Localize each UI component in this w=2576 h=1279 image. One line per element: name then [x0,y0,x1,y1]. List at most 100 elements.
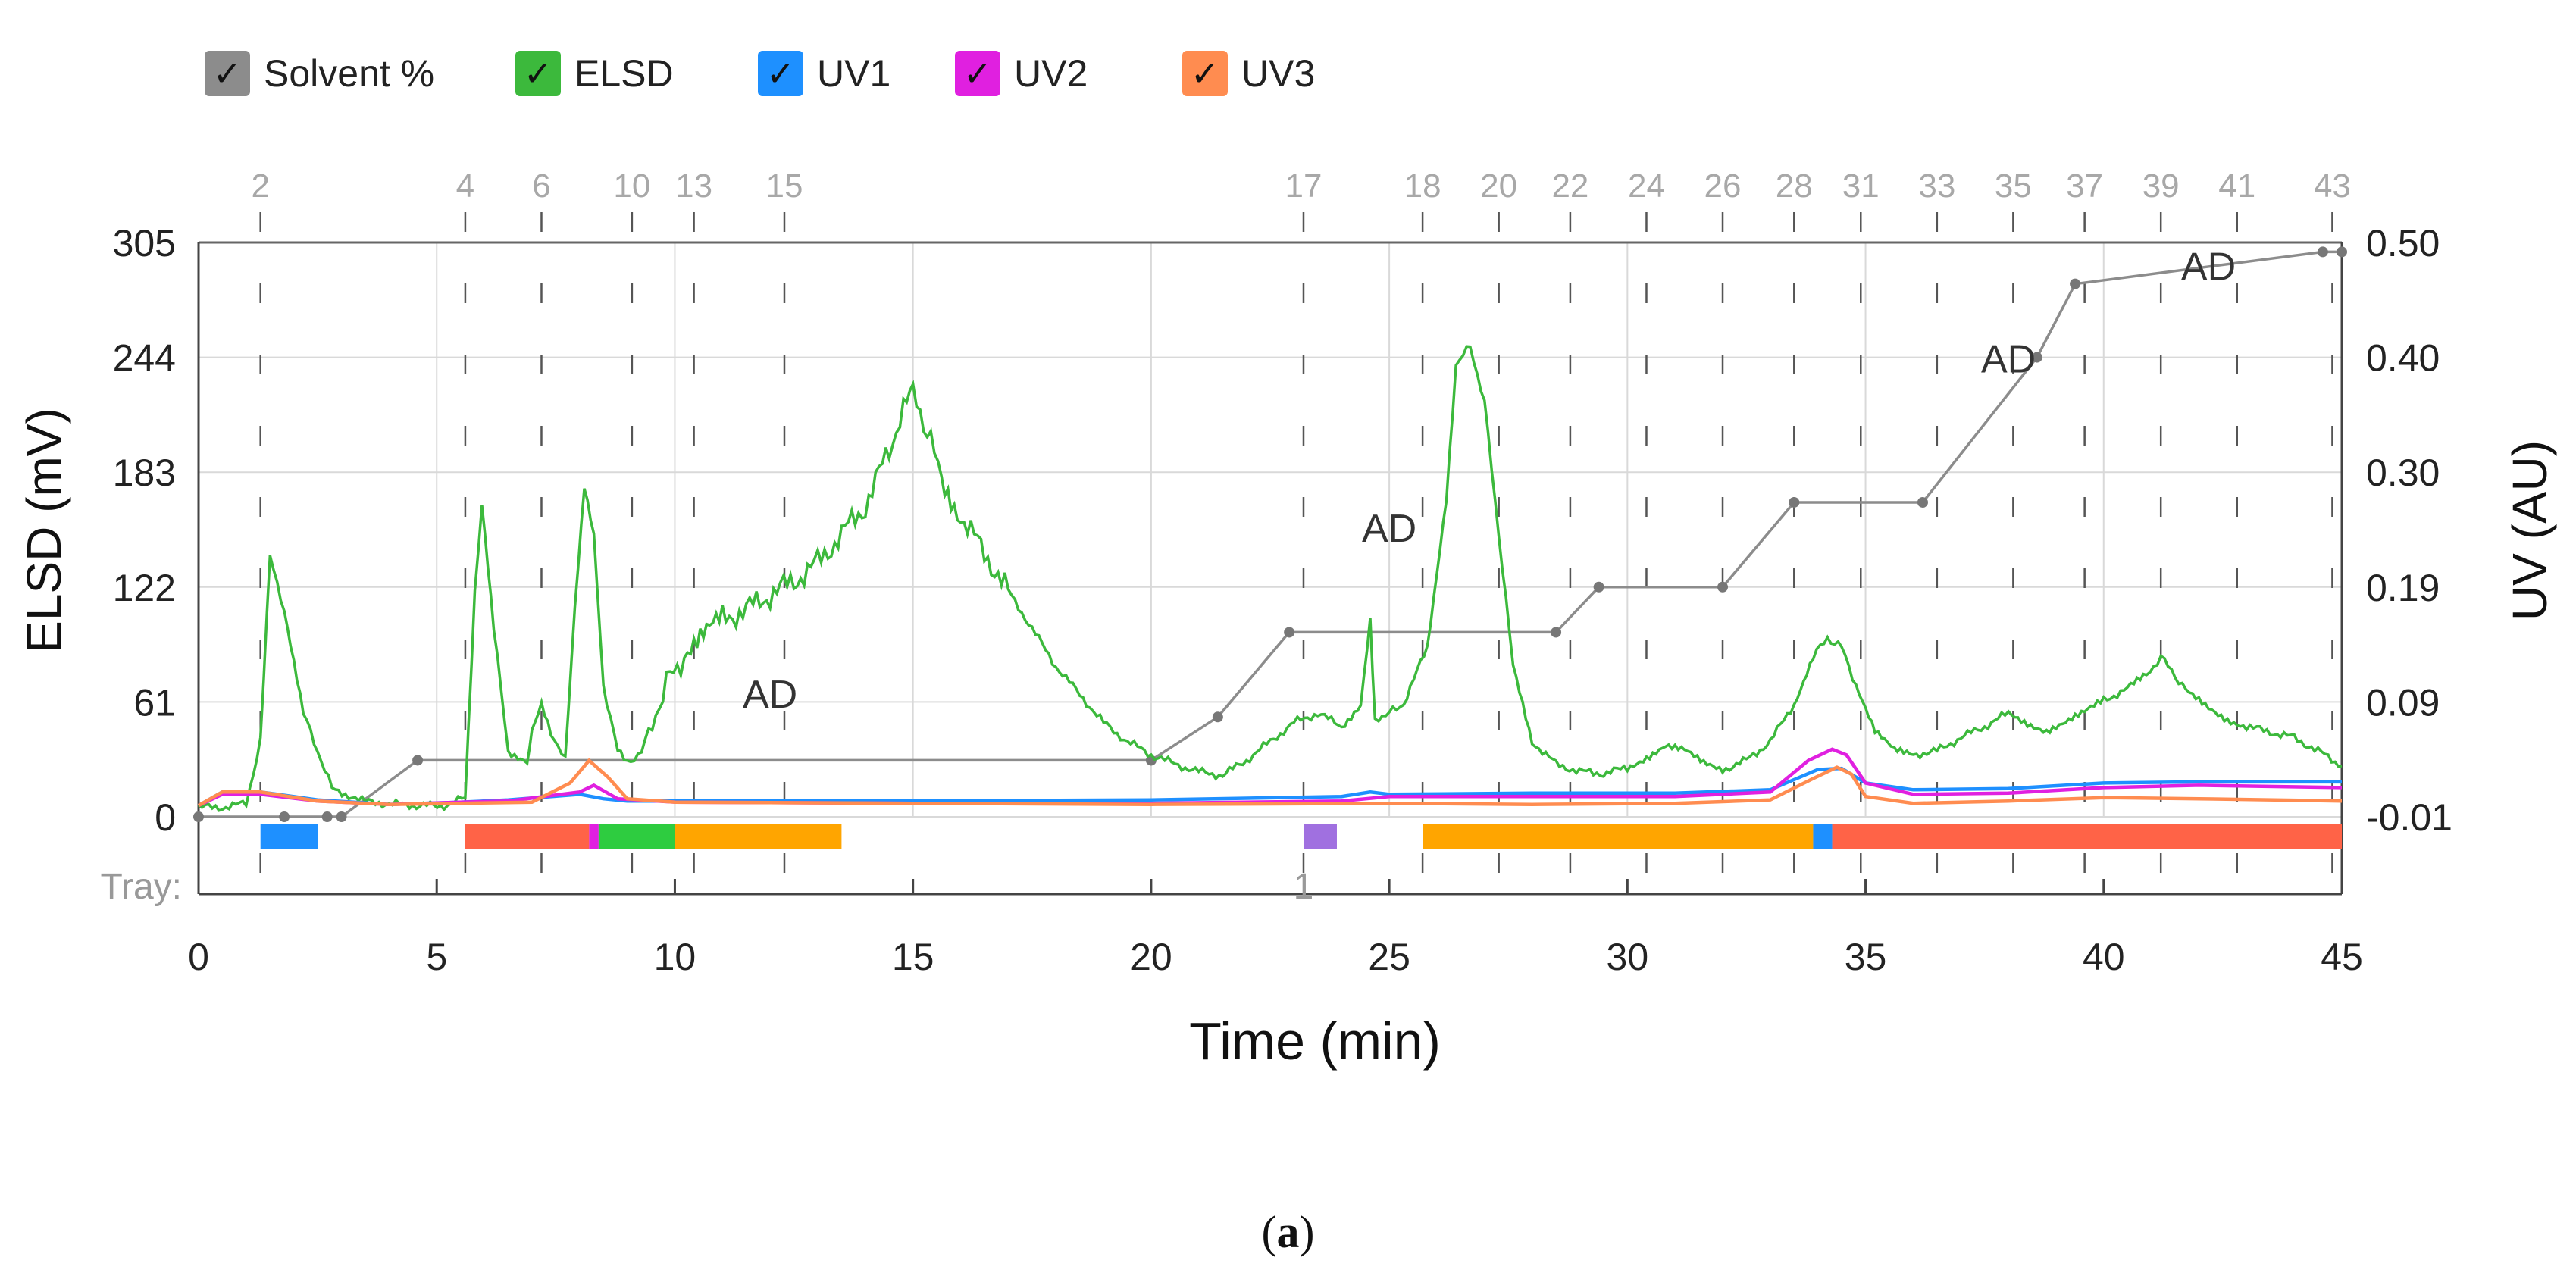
y2-tick-label: 0.19 [2366,567,2440,609]
fraction-label: 26 [1704,167,1742,205]
fraction-label: 13 [675,167,712,205]
solvent-line [199,250,2342,818]
y-tick-label: 61 [133,681,176,724]
annotations: AD AD AD AD [743,245,2236,717]
solvent-step-point [279,811,290,822]
x-tick-label: 45 [2321,936,2363,978]
solvent-step-point [193,811,204,822]
y2-tick-label: -0.01 [2366,796,2452,839]
solvent-step-point [1551,627,1562,638]
solvent-step-point [1284,627,1295,638]
grid [198,242,2343,818]
fraction-label: 37 [2066,167,2103,205]
tray-bar [598,824,675,849]
tray-bar [1303,824,1337,849]
tray-bar [1832,824,1842,849]
x-tick-label: 40 [2083,936,2125,978]
y-axis-label-left: ELSD (mV) [17,408,71,653]
fraction-label: 6 [532,167,550,205]
solvent-step-point [1212,711,1223,723]
tray-bars: 1 [260,824,2342,907]
y2-tick-label: 0.09 [2366,681,2440,724]
fraction-label: 4 [456,167,474,205]
elsd-line [197,345,2343,812]
legend-item[interactable]: ✓ UV2 [955,47,1088,100]
fraction-label: 22 [1551,167,1588,205]
tray-bar [465,824,590,849]
annotation-ad: AD [1981,337,2036,381]
y-axis-label-right: UV (AU) [2502,440,2557,621]
fraction-label: 41 [2218,167,2255,205]
legend-checkbox-icon[interactable]: ✓ [758,51,803,96]
annotation-ad: AD [2181,245,2236,289]
legend-item[interactable]: ✓ Solvent % [205,47,434,100]
x-tick-label: 0 [188,936,209,978]
tray-bar [675,824,842,849]
legend-checkbox-icon[interactable]: ✓ [1182,51,1228,96]
x-tick-label: 10 [654,936,696,978]
x-tick-label: 35 [1845,936,1887,978]
fraction-label: 35 [1995,167,2032,205]
fraction-label: 28 [1776,167,1813,205]
legend-checkbox-icon[interactable]: ✓ [955,51,1000,96]
x-tick-label: 5 [426,936,447,978]
legend-label: Solvent % [264,52,435,95]
tray-bar [1842,824,2342,849]
legend-checkbox-icon[interactable]: ✓ [515,51,561,96]
tray-bar [260,824,318,849]
x-axis-label: Time (min) [1189,1012,1441,1071]
tray-bar [1813,824,1833,849]
fraction-markers: 2 4 6 10 13 15 17 18 20 22 24 26 28 31 33 35 37 39 41 43 [251,167,2351,894]
x-tick-label: 25 [1368,936,1410,978]
fraction-label: 2 [251,167,269,205]
caption-close: ) [1299,1207,1315,1257]
fraction-label: 24 [1628,167,1665,205]
annotation-ad: AD [743,673,797,717]
solvent-step-point [1593,581,1604,593]
solvent-step-point [1717,581,1729,593]
x-tick-label: 30 [1607,936,1649,978]
solvent-step-point [1917,496,1928,508]
legend-label: UV3 [1241,52,1316,95]
legend-label: ELSD [574,52,674,95]
legend-item[interactable]: ✓ UV1 [758,47,890,100]
fraction-label: 15 [766,167,803,205]
annotation-ad: AD [1362,507,1416,551]
tray-bar [589,824,599,849]
y2-tick-label: 0.40 [2366,337,2440,380]
caption-letter: a [1276,1207,1300,1257]
series-lines [193,246,2347,822]
solvent-step-point [412,755,424,766]
fraction-label: 31 [1842,167,1880,205]
y-tick-label: 183 [113,452,176,494]
fraction-label: 43 [2314,167,2351,205]
y-tick-label: 0 [155,796,176,839]
legend-item[interactable]: ✓ ELSD [515,47,674,100]
fraction-label: 39 [2142,167,2180,205]
legend-label: UV2 [1014,52,1088,95]
x-tick-label: 20 [1130,936,1172,978]
figure-caption: (a) [0,1206,2576,1259]
uv3-line [197,758,2343,808]
solvent-step-point [2031,352,2042,363]
solvent-step-point [2337,246,2347,258]
tray-bar [1423,824,1814,849]
fraction-label: 20 [1480,167,1517,205]
x-tick-label: 15 [892,936,934,978]
y-tick-label: 305 [113,222,176,264]
y2-tick-label: 0.30 [2366,452,2440,494]
solvent-step-point [336,811,347,822]
fraction-label: 33 [1918,167,1955,205]
fraction-label: 18 [1404,167,1441,205]
solvent-step-point [1789,496,1800,508]
tray-label: Tray: [100,867,182,907]
solvent-step-point [2317,246,2328,258]
legend-checkbox-icon[interactable]: ✓ [205,51,250,96]
legend-item[interactable]: ✓ UV3 [1182,47,1315,100]
fraction-label: 17 [1285,167,1322,205]
y2-tick-label: 0.50 [2366,222,2440,264]
caption-open: ( [1261,1207,1277,1257]
legend-label: UV1 [817,52,891,95]
